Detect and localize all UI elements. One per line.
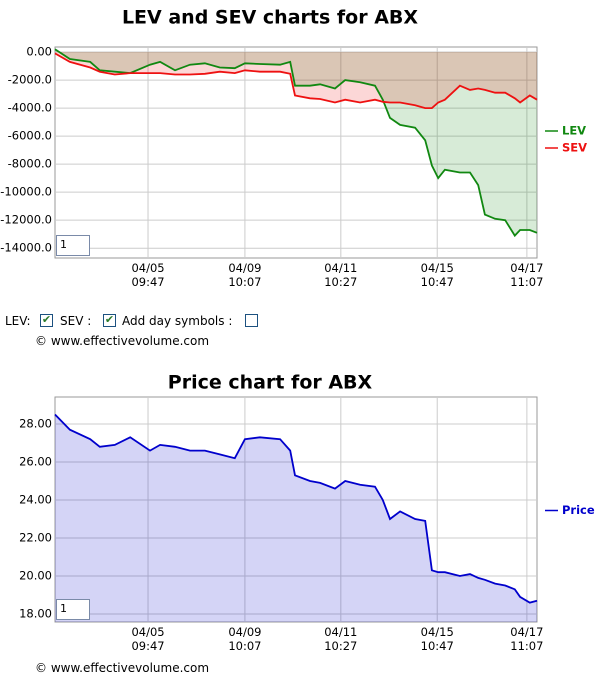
y-tick-label: -10000.0 [0,185,52,199]
y-tick-label: -6000.0 [8,129,52,143]
y-tick-label: 24.00 [19,492,52,506]
day-symbols-label: Add day symbols : [122,314,233,328]
x-tick-label: 04/05 09:47 [131,261,165,289]
x-tick-label: 04/17 11:07 [510,625,544,653]
y-tick-label: 0.00 [26,45,52,59]
area [55,414,537,622]
line [54,48,538,238]
lev-checkbox[interactable]: ✔ [40,313,53,327]
x-tick-label: 04/09 10:07 [228,261,262,289]
legend-label: Price [562,503,595,517]
y-tick-label: 26.00 [19,454,52,468]
x-tick-label: 04/11 10:27 [324,261,358,289]
x-tick-label: 04/15 10:47 [420,261,454,289]
range-input[interactable]: 1 [56,235,90,256]
sev-label: SEV : [60,314,92,328]
plot-area [54,46,538,259]
sev-checkbox[interactable]: ✔ [103,313,116,327]
copyright: © www.effectivevolume.com [35,334,210,348]
copyright: © www.effectivevolume.com [35,661,210,675]
area [55,52,537,109]
area [55,49,537,236]
x-tick-label: 04/15 10:47 [420,625,454,653]
y-tick-label: -14000.0 [0,241,52,255]
legend-label: SEV [562,141,587,155]
chart-title: Price chart for ABX [168,372,373,394]
x-tick-label: 04/05 09:47 [131,625,165,653]
x-tick-label: 04/11 10:27 [324,625,358,653]
x-tick-label: 04/17 11:07 [510,261,544,289]
y-tick-label: 22.00 [19,531,52,545]
day-symbols-checkbox[interactable] [245,314,258,327]
y-tick-label: 28.00 [19,416,52,430]
y-tick-label: 18.00 [19,607,52,621]
lev-label: LEV: [5,314,31,328]
y-tick-label: -12000.0 [0,213,52,227]
line [54,413,538,604]
y-tick-label: -4000.0 [8,101,52,115]
x-tick-label: 04/09 10:07 [228,625,262,653]
range-input[interactable]: 1 [56,599,90,620]
line [54,52,538,109]
plot-area [54,396,538,623]
y-tick-label: -2000.0 [8,73,52,87]
legend-label: LEV [562,124,586,138]
y-tick-label: -8000.0 [8,157,52,171]
chart-title: LEV and SEV charts for ABX [122,7,418,29]
y-tick-label: 20.00 [19,569,52,583]
